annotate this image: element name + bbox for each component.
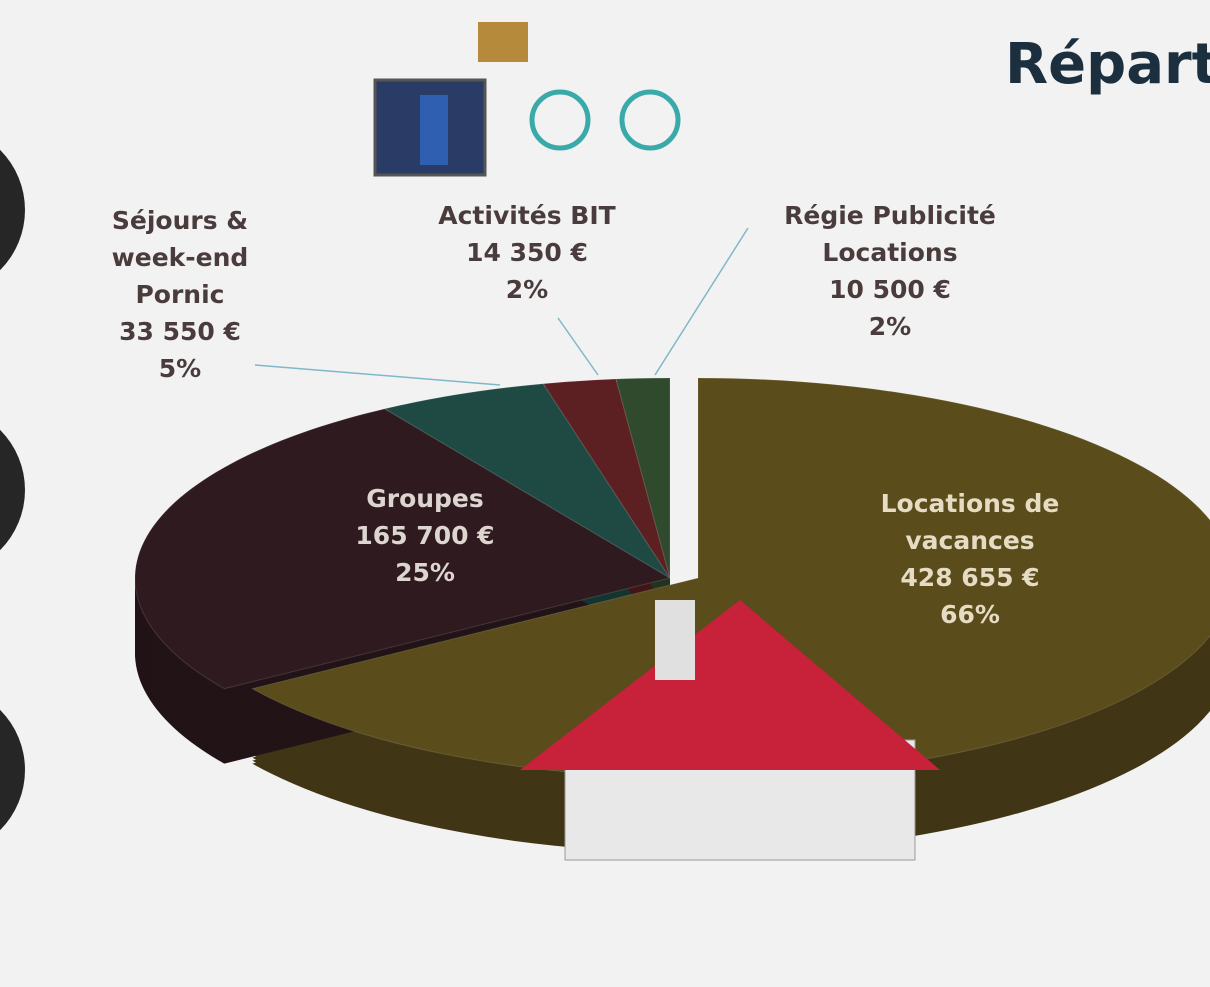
chart: Répartitio Locations de vacances 428 655 €… (0, 0, 1210, 987)
data-label: 10 500 € (829, 275, 951, 304)
data-label: Séjours & (112, 206, 248, 235)
data-label: 428 655 € (900, 563, 1039, 592)
data-label: 14 350 € (466, 238, 588, 267)
data-label: 33 550 € (119, 317, 241, 346)
data-label: Régie Publicité (784, 201, 996, 230)
data-label: week-end (112, 243, 249, 272)
data-label: Groupes (366, 484, 484, 513)
data-label: Pornic (135, 280, 224, 309)
data-label: 5% (159, 354, 201, 383)
data-label: 66% (940, 600, 1000, 629)
data-label: vacances (905, 526, 1034, 555)
data-label: Locations (822, 238, 957, 267)
data-label: Activités BIT (438, 201, 615, 230)
data-label: 165 700 € (355, 521, 494, 550)
data-label: 25% (395, 558, 455, 587)
data-label: Locations de (881, 489, 1060, 518)
data-label: 2% (869, 312, 911, 341)
chart-title: Répartitio (1005, 32, 1210, 97)
data-label: 2% (506, 275, 548, 304)
